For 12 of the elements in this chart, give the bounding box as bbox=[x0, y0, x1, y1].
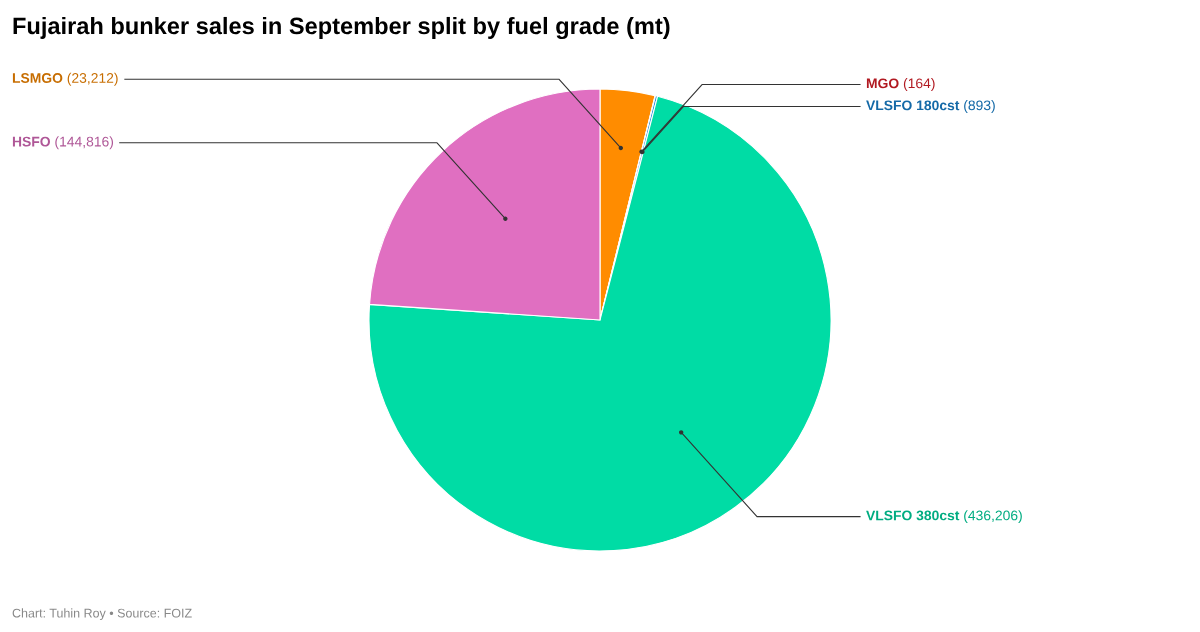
data-label: (144,816) bbox=[55, 136, 114, 150]
data-label: (23,212) bbox=[67, 72, 118, 86]
slice-label: VLSFO 380cst bbox=[866, 510, 960, 521]
data-label: (164) bbox=[903, 78, 935, 91]
text: Chart: Tuhin Roy • Source: FOIZ bbox=[12, 608, 192, 620]
slice-label: VLSFO 180cst bbox=[866, 100, 960, 111]
data-label: (436,206) bbox=[964, 510, 1022, 524]
slice-label: MGO bbox=[866, 78, 899, 89]
data-label: (893) bbox=[964, 100, 995, 113]
chart-title: Fujairah bunker sales in September split by fuel grade (mt) bbox=[13, 16, 670, 40]
slice-label: HSFO bbox=[12, 136, 50, 147]
slice-label: LSMGO bbox=[12, 73, 63, 83]
